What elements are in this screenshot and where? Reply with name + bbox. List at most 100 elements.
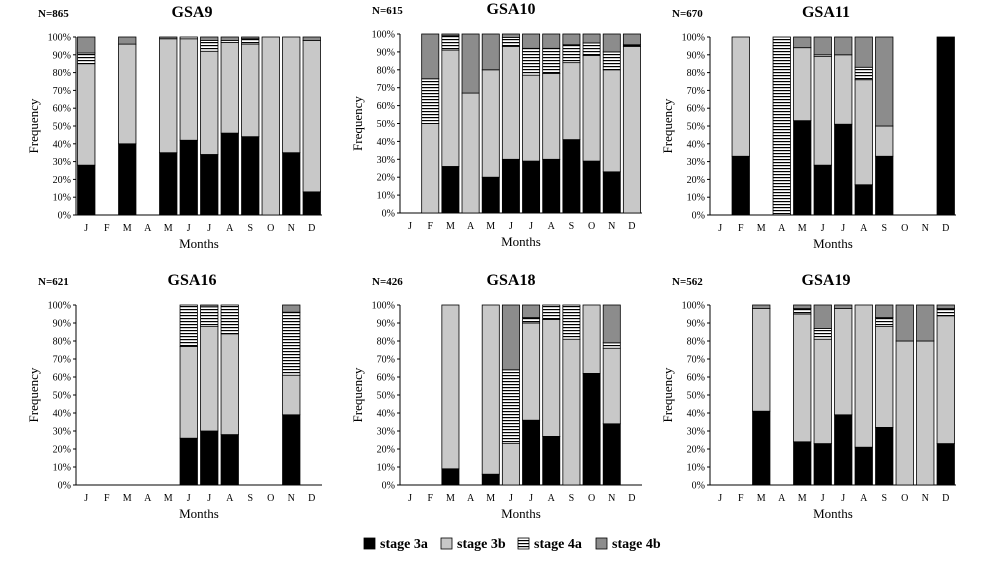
bar-segment-stage-3b: [241, 43, 260, 138]
legend-swatch: [517, 537, 530, 550]
x-tick-label: J: [841, 493, 845, 504]
bar-segment-stage-3b: [501, 46, 520, 160]
bar-segment-stage-3b: [834, 308, 853, 416]
x-tick-label: S: [569, 221, 575, 232]
bar-segment-stage-4b: [461, 33, 480, 94]
bar-segment-stage-3b: [731, 36, 750, 157]
chart-panel-gsa11: GSA11 N=670 0% 10% 20% 30% 40% 50% 60% 70% 80% 90% 1…: [660, 4, 956, 251]
x-tick-label: J: [84, 223, 88, 234]
bar-segment-stage-4b: [582, 33, 601, 44]
bar-segment-stage-3a: [752, 410, 771, 486]
x-tick-label: J: [718, 493, 722, 504]
x-tick-label: S: [247, 493, 253, 504]
legend-item: stage 4a: [517, 537, 582, 552]
x-tick-label: A: [144, 223, 152, 234]
chart-panel-gsa18: GSA18 N=426 0% 10% 20% 30% 40% 50% 60% 70% 80% 90% 1…: [350, 272, 642, 521]
bar-segment-stage-4a: [179, 304, 198, 347]
bar-segment-stage-3b: [179, 38, 198, 141]
y-tick-label: 20%: [53, 445, 71, 456]
y-tick-label: 70%: [687, 86, 705, 97]
bar-segment-stage-3a: [562, 139, 581, 214]
bar-segment-stage-4a: [772, 36, 791, 216]
bar-segment-stage-4a: [200, 40, 219, 52]
x-tick-label: J: [529, 221, 533, 232]
panel-sample-size: N=621: [38, 276, 69, 288]
bar-segment-stage-3a: [542, 158, 561, 214]
x-tick-label: A: [467, 493, 475, 504]
y-tick-label: 0%: [58, 211, 71, 222]
x-tick-label: S: [881, 223, 887, 234]
bar-segment-stage-3a: [854, 184, 873, 216]
bar-segment-stage-3b: [522, 322, 541, 421]
bar-segment-stage-3a: [793, 441, 812, 486]
x-tick-label: J: [529, 493, 533, 504]
x-tick-label: O: [267, 493, 274, 504]
x-tick-label: M: [757, 493, 766, 504]
bar-segment-stage-3b: [813, 56, 832, 166]
y-tick-label: 100%: [48, 301, 71, 312]
panel-title: GSA16: [168, 272, 217, 289]
x-tick-label: N: [288, 223, 295, 234]
bar-segment-stage-4b: [793, 304, 812, 309]
bar-segment-stage-3b: [220, 41, 239, 134]
x-tick-label: N: [922, 493, 929, 504]
bar-segment-stage-3a: [602, 171, 621, 214]
legend-label: stage 4a: [534, 537, 582, 552]
y-tick-label: 20%: [687, 445, 705, 456]
chart-panel-gsa10: GSA10 N=615 0% 10% 20% 30% 40% 50% 60% 70% 80% 90% 1…: [350, 1, 642, 249]
x-tick-label: J: [821, 223, 825, 234]
bar-segment-stage-3a: [220, 434, 239, 486]
bar-segment-stage-3a: [481, 176, 500, 214]
bar-segment-stage-4b: [813, 304, 832, 329]
bar-segment-stage-3b: [895, 340, 914, 486]
legend-item: stage 4b: [595, 537, 661, 552]
y-tick-label: 30%: [687, 157, 705, 168]
bar-segment-stage-4a: [441, 35, 460, 51]
bar-segment-stage-4b: [875, 36, 894, 127]
chart-panel-gsa16: GSA16 N=621 0% 10% 20% 30% 40% 50% 60% 70% 80% 90% 1…: [26, 272, 322, 521]
bar-segment-stage-4a: [582, 42, 601, 56]
y-axis-title: Frequency: [26, 98, 41, 153]
y-tick-label: 80%: [687, 337, 705, 348]
y-tick-label: 10%: [687, 193, 705, 204]
bar-segment-stage-3b: [261, 36, 280, 216]
bar-segment-stage-4a: [200, 306, 219, 327]
y-tick-label: 90%: [377, 47, 395, 58]
bar-segment-stage-3b: [421, 123, 440, 214]
legend-label: stage 4b: [612, 537, 661, 552]
x-tick-label: D: [628, 493, 635, 504]
x-tick-label: J: [841, 223, 845, 234]
y-tick-label: 70%: [53, 86, 71, 97]
x-tick-label: F: [427, 221, 433, 232]
x-tick-label: A: [467, 221, 475, 232]
x-tick-label: N: [608, 221, 615, 232]
bar-segment-stage-4b: [834, 304, 853, 309]
x-tick-label: A: [226, 223, 234, 234]
y-tick-label: 0%: [382, 481, 395, 492]
legend-label: stage 3a: [380, 537, 428, 552]
x-tick-label: A: [144, 493, 152, 504]
x-tick-label: M: [164, 493, 173, 504]
y-tick-label: 30%: [377, 155, 395, 166]
bar-segment-stage-3a: [834, 123, 853, 216]
y-tick-label: 100%: [372, 301, 395, 312]
bar-segment-stage-4b: [602, 304, 621, 344]
bar-segment-stage-3b: [582, 55, 601, 162]
bar-segment-stage-4b: [501, 33, 520, 38]
panel-sample-size: N=562: [672, 276, 703, 288]
x-tick-label: J: [207, 493, 211, 504]
y-tick-label: 80%: [687, 68, 705, 79]
x-tick-label: J: [408, 493, 412, 504]
bar-segment-stage-3a: [813, 443, 832, 486]
chart-panel-gsa19: GSA19 N=562 0% 10% 20% 30% 40% 50% 60% 70% 80% 90% 1…: [660, 272, 956, 521]
legend: stage 3a stage 3b stage 4a stage 4b: [363, 537, 661, 552]
bar-segment-stage-3b: [562, 62, 581, 141]
bar-segment-stage-3b: [481, 304, 500, 475]
bar-segment-stage-3b: [118, 43, 137, 145]
x-tick-label: N: [608, 493, 615, 504]
y-tick-label: 30%: [687, 427, 705, 438]
x-tick-label: M: [486, 221, 495, 232]
bar-segment-stage-4a: [793, 308, 812, 315]
x-axis-title: Months: [813, 506, 853, 521]
y-tick-label: 20%: [377, 173, 395, 184]
